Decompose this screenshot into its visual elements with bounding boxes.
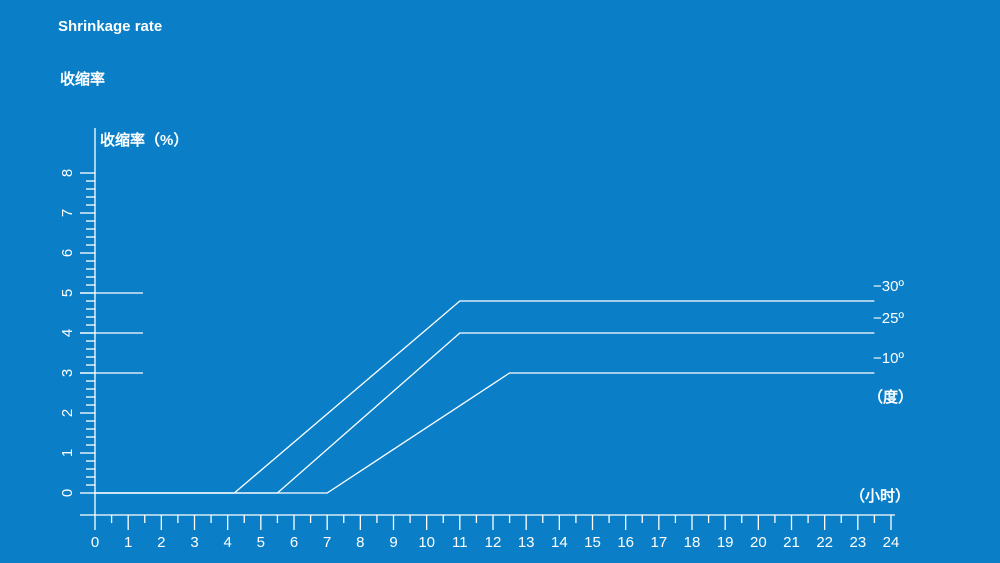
x-tick-label: 3 [190, 534, 198, 551]
legend-label: −10º [873, 350, 904, 367]
series-line [95, 372, 875, 494]
x-tick-label: 23 [849, 534, 866, 551]
x-tick-label: 12 [485, 534, 502, 551]
x-tick-label: 19 [717, 534, 734, 551]
y-tick-label: 6 [59, 249, 76, 257]
legend-label: −30º [873, 278, 904, 295]
x-tick-label: 9 [389, 534, 397, 551]
y-axis-label: 收缩率（%） [100, 131, 188, 149]
x-tick-label: 22 [816, 534, 833, 551]
x-tick-label: 7 [323, 534, 331, 551]
x-tick-label: 16 [617, 534, 634, 551]
legend-label: −25º [873, 310, 904, 327]
x-tick-label: 11 [452, 534, 468, 551]
y-tick-label: 0 [59, 489, 76, 497]
y-tick-label: 1 [59, 449, 76, 457]
x-tick-label: 20 [750, 534, 767, 551]
x-tick-label: 8 [356, 534, 364, 551]
x-tick-label: 18 [684, 534, 701, 551]
x-tick-label: 21 [783, 534, 800, 551]
x-tick-label: 17 [650, 534, 667, 551]
chart-subtitle: 收缩率 [60, 70, 105, 88]
y-tick-label: 2 [59, 409, 76, 417]
x-tick-label: 6 [290, 534, 298, 551]
x-tick-label: 24 [883, 534, 900, 551]
y-tick-label: 5 [59, 289, 76, 297]
x-tick-label: 14 [551, 534, 568, 551]
x-tick-label: 13 [518, 534, 535, 551]
y-tick-label: 8 [59, 169, 76, 177]
y-tick-label: 7 [59, 209, 76, 217]
x-tick-label: 10 [418, 534, 435, 551]
x-tick-label: 15 [584, 534, 601, 551]
x-axis-label: （小时） [850, 487, 910, 505]
series-unit: （度） [868, 388, 913, 406]
x-tick-label: 4 [223, 534, 231, 551]
chart-title: Shrinkage rate [58, 18, 162, 35]
x-tick-label: 5 [257, 534, 265, 551]
x-tick-label: 0 [91, 534, 99, 551]
x-tick-label: 1 [124, 534, 132, 551]
x-tick-label: 2 [157, 534, 165, 551]
y-tick-label: 4 [59, 329, 76, 337]
y-tick-label: 3 [59, 369, 76, 377]
